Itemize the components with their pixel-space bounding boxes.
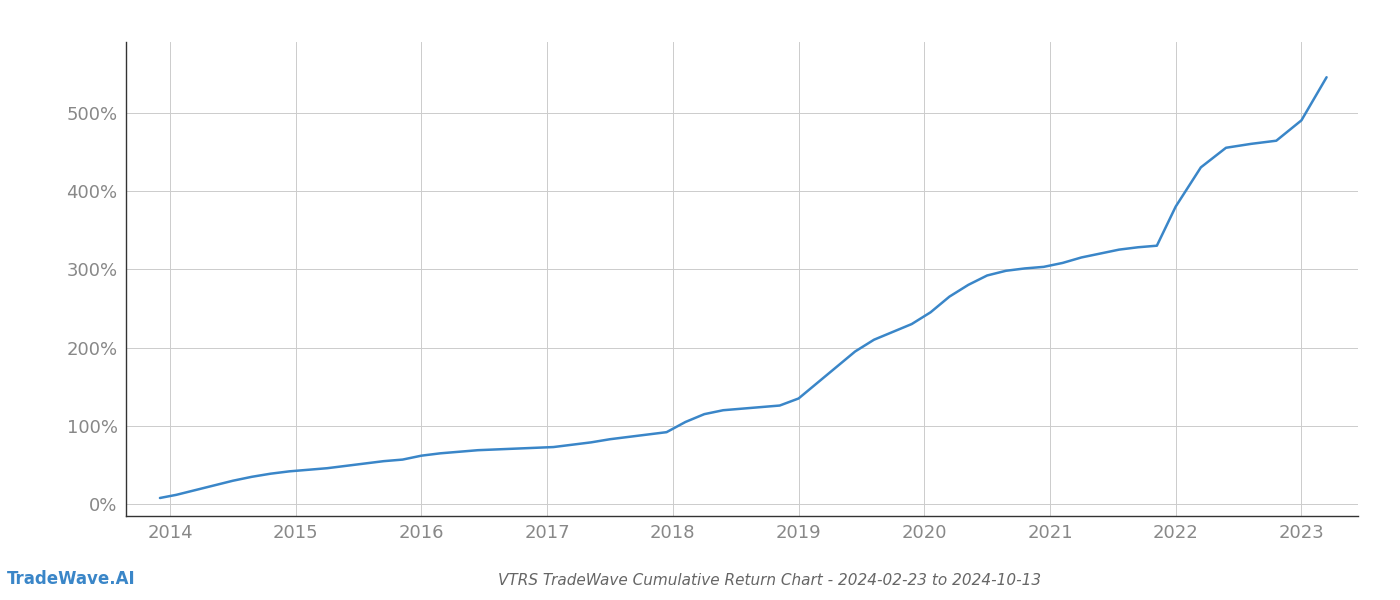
Text: VTRS TradeWave Cumulative Return Chart - 2024-02-23 to 2024-10-13: VTRS TradeWave Cumulative Return Chart -… xyxy=(498,573,1042,588)
Text: TradeWave.AI: TradeWave.AI xyxy=(7,570,136,588)
